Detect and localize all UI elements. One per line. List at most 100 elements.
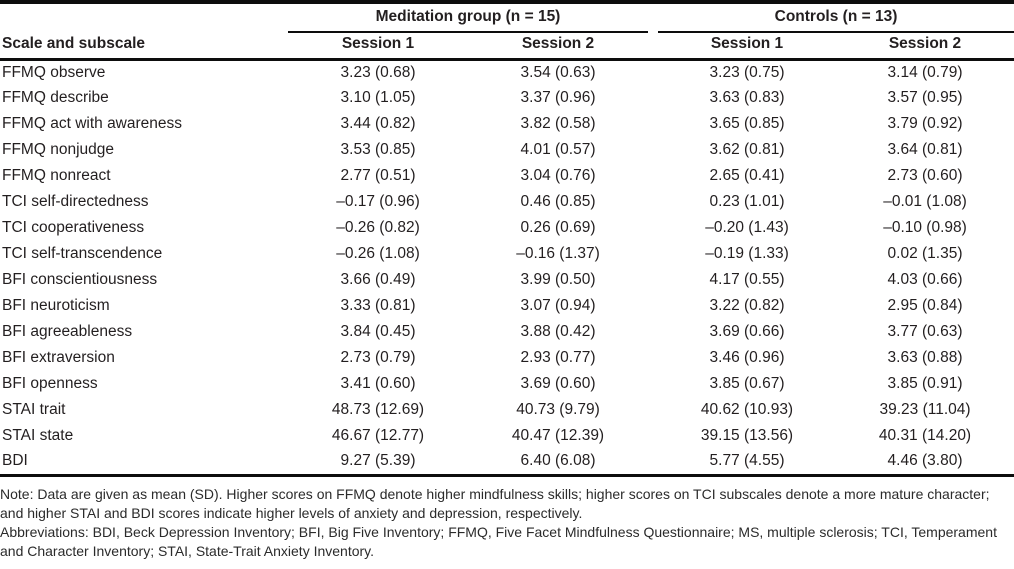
- row-label: TCI cooperativeness: [2, 219, 145, 236]
- data-cell: 2.65 (0.41): [709, 167, 785, 184]
- data-cell: 4.46 (3.80): [836, 449, 1014, 477]
- data-cell: 3.46 (0.96): [709, 349, 785, 366]
- gap-cell: [648, 293, 658, 319]
- data-cell: –0.01 (1.08): [883, 193, 967, 210]
- data-cell: –0.26 (0.82): [336, 219, 420, 236]
- group-header-meditation: Meditation group (n = 15): [288, 2, 648, 33]
- data-cell: –0.19 (1.33): [705, 245, 789, 262]
- gap-cell: [648, 449, 658, 477]
- gap-cell: [648, 371, 658, 397]
- data-cell: 3.69 (0.66): [709, 323, 785, 340]
- session-header-controls-1: Session 1: [658, 32, 836, 61]
- gap-cell: [648, 163, 658, 189]
- data-cell: 3.10 (1.05): [340, 89, 416, 106]
- row-label: BFI neuroticism: [2, 297, 110, 314]
- data-cell: 3.79 (0.92): [887, 115, 963, 132]
- row-label: FFMQ nonjudge: [2, 141, 114, 158]
- data-cell: 3.23 (0.75): [709, 63, 785, 81]
- table-row: BFI conscientiousness 3.66 (0.49) 3.99 (…: [0, 267, 1014, 293]
- data-cell: 3.07 (0.94): [520, 297, 596, 314]
- table-row: TCI self-directedness –0.17 (0.96) 0.46 …: [0, 189, 1014, 215]
- data-cell: –0.17 (0.96): [336, 193, 420, 210]
- data-cell: –0.16 (1.37): [516, 245, 600, 262]
- row-label: STAI trait: [2, 401, 66, 418]
- data-cell: 40.47 (12.39): [511, 427, 605, 444]
- data-cell: 3.82 (0.58): [520, 115, 596, 132]
- data-cell: 48.73 (12.69): [331, 401, 425, 418]
- session-header-meditation-1: Session 1: [288, 32, 468, 61]
- data-cell: 39.15 (13.56): [700, 427, 794, 444]
- data-cell: 3.23 (0.68): [340, 63, 416, 81]
- data-cell: 2.95 (0.84): [887, 297, 963, 314]
- data-cell: 3.14 (0.79): [887, 63, 963, 81]
- gap-cell: [648, 345, 658, 371]
- data-cell: 0.46 (0.85): [520, 193, 596, 210]
- row-label: TCI self-directedness: [2, 193, 149, 210]
- data-cell: –0.20 (1.43): [705, 219, 789, 236]
- data-cell: –0.26 (1.08): [336, 245, 420, 262]
- table-row: TCI self-transcendence –0.26 (1.08) –0.1…: [0, 241, 1014, 267]
- table-row: BDI 9.27 (5.39) 6.40 (6.08) 5.77 (4.55) …: [0, 449, 1014, 477]
- data-cell: 2.77 (0.51): [340, 167, 416, 184]
- data-cell: 40.31 (14.20): [878, 427, 972, 444]
- session-header-controls-2: Session 2: [836, 32, 1014, 61]
- data-cell: 3.64 (0.81): [887, 141, 963, 158]
- table-row: BFI agreeableness 3.84 (0.45) 3.88 (0.42…: [0, 319, 1014, 345]
- row-label: FFMQ observe: [2, 63, 106, 81]
- row-label: BFI extraversion: [2, 349, 115, 366]
- data-cell: 3.33 (0.81): [340, 297, 416, 314]
- row-label: BDI: [0, 449, 288, 477]
- gap-cell: [648, 215, 658, 241]
- table-row: FFMQ nonreact 2.77 (0.51) 3.04 (0.76) 2.…: [0, 163, 1014, 189]
- data-cell: 0.02 (1.35): [887, 245, 963, 262]
- data-cell: 2.93 (0.77): [520, 349, 596, 366]
- gap-cell: [648, 111, 658, 137]
- row-label: TCI self-transcendence: [2, 245, 163, 262]
- data-cell: 2.73 (0.60): [887, 167, 963, 184]
- gap-cell: [648, 59, 658, 85]
- data-cell: 3.53 (0.85): [340, 141, 416, 158]
- group-header-controls: Controls (n = 13): [658, 2, 1014, 33]
- session-header-meditation-2: Session 2: [468, 32, 648, 61]
- data-cell: –0.10 (0.98): [883, 219, 967, 236]
- group-header-spacer: [0, 2, 288, 32]
- gap-cell: [648, 137, 658, 163]
- table-row: FFMQ act with awareness 3.44 (0.82) 3.82…: [0, 111, 1014, 137]
- data-cell: 39.23 (11.04): [879, 401, 971, 418]
- data-cell: 3.84 (0.45): [340, 323, 416, 340]
- table-row: FFMQ observe 3.23 (0.68) 3.54 (0.63) 3.2…: [0, 59, 1014, 85]
- data-cell: 4.17 (0.55): [709, 271, 785, 288]
- data-cell: 3.88 (0.42): [520, 323, 596, 340]
- row-label: BFI conscientiousness: [2, 271, 158, 288]
- table-row: STAI state 46.67 (12.77) 40.47 (12.39) 3…: [0, 423, 1014, 449]
- gap-cell: [648, 241, 658, 267]
- data-cell: 3.99 (0.50): [520, 271, 596, 288]
- gap-cell: [648, 397, 658, 423]
- data-cell: 3.41 (0.60): [340, 375, 416, 392]
- data-cell: 3.63 (0.88): [887, 349, 963, 366]
- data-cell: 3.04 (0.76): [520, 167, 596, 184]
- row-label: FFMQ act with awareness: [2, 115, 183, 132]
- data-cell: 3.54 (0.63): [520, 63, 596, 81]
- gap-cell: [648, 267, 658, 293]
- row-label: BFI agreeableness: [2, 323, 133, 340]
- data-cell: 40.62 (10.93): [700, 401, 794, 418]
- row-label: STAI state: [2, 427, 74, 444]
- table-row: BFI openness 3.41 (0.60) 3.69 (0.60) 3.8…: [0, 371, 1014, 397]
- data-cell: 40.73 (9.79): [516, 401, 600, 418]
- row-label: FFMQ nonreact: [2, 167, 111, 184]
- data-cell: 3.63 (0.83): [709, 89, 785, 106]
- data-cell: 3.62 (0.81): [709, 141, 785, 158]
- data-cell: 3.66 (0.49): [340, 271, 416, 288]
- table-footnotes: Note: Data are given as mean (SD). Highe…: [0, 485, 1014, 561]
- data-cell: 3.37 (0.96): [520, 89, 596, 106]
- group-gap: [648, 32, 658, 61]
- data-cell: 0.26 (0.69): [520, 219, 596, 236]
- data-cell: 3.22 (0.82): [709, 297, 785, 314]
- data-cell: 3.77 (0.63): [887, 323, 963, 340]
- gap-cell: [648, 85, 658, 111]
- data-cell: 4.03 (0.66): [887, 271, 963, 288]
- gap-cell: [648, 189, 658, 215]
- row-label: BFI openness: [2, 375, 98, 392]
- data-cell: 4.01 (0.57): [520, 141, 596, 158]
